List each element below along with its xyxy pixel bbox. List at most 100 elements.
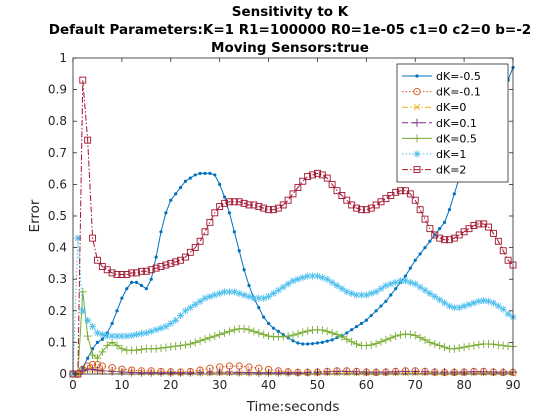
chart-title-line-2: Default Parameters:K=1 R1=100000 R0=1e-0… [49,22,531,38]
data-point-5-41 [269,289,277,297]
data-point-5-81 [465,300,473,308]
data-point-4-24 [186,339,195,348]
data-point-5-60 [362,291,370,299]
data-point-0-12 [130,280,134,284]
data-point-5-2 [79,307,87,315]
data-point-4-69 [406,330,415,339]
data-point-0-60 [364,318,368,322]
data-point-5-73 [426,289,434,297]
data-point-0-40 [266,321,271,326]
x-tick-label-4: 40 [261,378,276,392]
data-point-3-40 [430,368,439,377]
data-point-6-87 [494,237,502,245]
data-point-3-32 [352,367,361,376]
data-point-4-17 [152,344,161,353]
data-point-4-53 [328,328,337,337]
data-point-3-5 [93,366,102,375]
y-tick-label-5: 0.5 [48,209,67,223]
data-point-4-74 [430,339,439,348]
data-point-6-14 [137,267,145,275]
data-point-6-76 [441,236,449,244]
data-point-4-56 [342,335,351,344]
data-point-3-47 [499,368,508,377]
data-point-0-47 [301,342,305,346]
data-point-0-53 [330,338,334,342]
data-point-6-69 [406,190,414,198]
data-point-6-41 [269,206,277,214]
data-point-5-87 [494,302,502,310]
data-point-4-18 [157,344,165,353]
data-point-4-14 [137,345,146,354]
data-point-4-55 [337,332,346,341]
data-point-5-46 [294,275,302,283]
data-point-5-6 [98,331,106,338]
data-point-3-16 [196,368,205,377]
legend-entry-6: dK=2 [402,164,466,177]
data-point-4-30 [215,330,224,339]
data-point-4-38 [254,328,263,337]
series-layer [69,65,517,378]
data-point-6-20 [167,259,175,267]
x-tick-label-7: 70 [408,378,423,392]
data-point-5-40 [265,293,273,301]
legend-label-1: dK=-0.1 [436,86,481,99]
data-point-5-43 [279,283,287,291]
data-point-5-35 [240,291,248,299]
data-point-6-85 [485,223,493,231]
data-point-4-37 [249,327,258,336]
legend-entry-2: dK=0 [402,101,466,114]
data-point-6-28 [206,218,214,226]
data-point-4-48 [303,327,312,336]
data-point-5-51 [318,274,326,282]
data-point-0-15 [144,287,148,291]
data-point-5-22 [177,312,185,320]
data-point-5-21 [172,316,180,324]
data-point-4-26 [196,336,205,345]
legend-entry-1: dK=-0.1 [402,86,481,99]
data-point-0-20 [169,198,173,202]
data-point-6-56 [343,196,351,204]
data-point-6-53 [328,180,336,188]
data-point-4-79 [455,344,464,353]
data-point-4-13 [132,346,141,355]
data-point-5-82 [470,299,478,307]
legend-marker-4 [413,134,421,143]
data-point-4-9 [113,341,121,350]
data-point-5-16 [147,327,155,335]
data-point-6-8 [108,269,116,277]
data-point-6-86 [489,229,497,237]
data-point-6-40 [265,206,273,214]
data-point-4-3 [83,332,92,341]
data-point-3-11 [147,368,156,377]
data-point-6-47 [299,177,307,185]
x-tick-label-5: 50 [310,378,325,392]
data-point-3-9 [127,368,136,377]
data-point-0-8 [110,321,114,326]
data-point-4-61 [367,340,376,349]
data-point-5-4 [89,323,97,331]
data-point-5-18 [157,324,165,332]
y-tick-label-2: 0.2 [48,304,67,318]
data-point-4-67 [396,330,405,339]
data-point-3-12 [157,368,165,377]
y-tick-label-1: 0.1 [48,335,67,349]
data-point-4-80 [460,343,469,352]
y-tick-label-6: 0.6 [48,177,67,191]
data-point-5-62 [372,288,380,296]
data-point-4-31 [220,328,229,337]
legend-entry-3: dK=0.1 [402,117,477,130]
data-point-0-49 [310,342,315,346]
data-point-4-65 [386,333,395,342]
data-point-6-82 [470,222,478,229]
data-point-6-66 [392,188,400,196]
data-point-4-62 [372,339,381,348]
data-point-3-45 [479,367,488,376]
data-point-4-22 [176,341,185,350]
series-dK=0.5 [69,287,517,378]
series-dK=1 [69,234,517,378]
data-point-4-81 [465,342,473,351]
data-point-0-21 [174,192,178,196]
data-point-4-35 [240,324,249,333]
data-point-6-35 [240,199,248,207]
